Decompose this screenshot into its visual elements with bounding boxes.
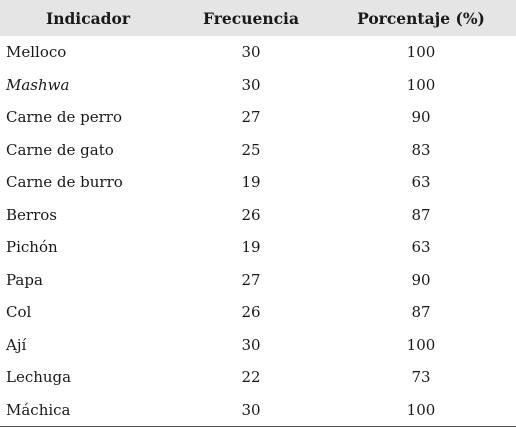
cell-porcentaje: 100 <box>406 75 436 94</box>
table-row: Pichón 19 63 <box>0 231 516 264</box>
cell-porcentaje: 63 <box>411 238 431 257</box>
table-header: Indicador Frecuencia Porcentaje (%) <box>0 0 516 36</box>
cell-frecuencia: 25 <box>241 140 261 159</box>
cell-indicador: Carne de perro <box>6 108 122 127</box>
header-indicador: Indicador <box>45 8 131 28</box>
table-row: Melloco 30 100 <box>0 36 516 69</box>
header-frecuencia: Frecuencia <box>203 8 299 28</box>
cell-porcentaje: 87 <box>411 205 431 224</box>
cell-porcentaje: 83 <box>411 140 431 159</box>
cell-indicador: Melloco <box>6 43 67 62</box>
table-row: Carne de burro 19 63 <box>0 166 516 199</box>
cell-frecuencia: 30 <box>176 393 326 427</box>
table-row: Lechuga 22 73 <box>0 361 516 394</box>
cell-indicador: Papa <box>6 270 43 289</box>
cell-indicador: Lechuga <box>6 368 72 387</box>
cell-frecuencia: 27 <box>241 108 261 127</box>
table-row: Máchica 30 100 <box>0 393 516 427</box>
cell-indicador: Máchica <box>0 393 176 427</box>
cell-porcentaje: 73 <box>411 368 431 387</box>
cell-indicador: Col <box>6 303 32 322</box>
cell-indicador: Ají <box>6 335 27 354</box>
cell-porcentaje: 63 <box>411 173 431 192</box>
cell-frecuencia: 19 <box>241 238 261 257</box>
cell-porcentaje: 87 <box>411 303 431 322</box>
cell-frecuencia: 19 <box>241 173 261 192</box>
table-row: Ají 30 100 <box>0 329 516 362</box>
cell-frecuencia: 26 <box>241 303 261 322</box>
cell-indicador: Carne de gato <box>6 140 114 159</box>
table-row: Papa 27 90 <box>0 264 516 297</box>
cell-porcentaje: 100 <box>406 43 436 62</box>
cell-indicador: Carne de burro <box>6 173 123 192</box>
cell-frecuencia: 30 <box>241 335 261 354</box>
table-row: Col 26 87 <box>0 296 516 329</box>
cell-porcentaje: 90 <box>411 270 431 289</box>
cell-indicador: Berros <box>6 205 57 224</box>
cell-porcentaje: 100 <box>406 335 436 354</box>
cell-frecuencia: 26 <box>241 205 261 224</box>
cell-porcentaje: 100 <box>326 393 516 427</box>
cell-frecuencia: 30 <box>241 75 261 94</box>
table-row: Mashwa 30 100 <box>0 69 516 102</box>
cell-indicador: Pichón <box>6 238 58 257</box>
cell-porcentaje: 90 <box>411 108 431 127</box>
table-row: Carne de gato 25 83 <box>0 134 516 167</box>
cell-frecuencia: 22 <box>241 368 261 387</box>
header-porcentaje: Porcentaje (%) <box>357 8 485 28</box>
table-row: Berros 26 87 <box>0 199 516 232</box>
table-row: Carne de perro 27 90 <box>0 101 516 134</box>
cell-frecuencia: 27 <box>241 270 261 289</box>
table-body: Melloco 30 100 Mashwa 30 100 Carne de perro 27 9… <box>0 36 516 427</box>
cell-indicador: Mashwa <box>6 75 70 94</box>
header-row: Indicador Frecuencia Porcentaje (%) <box>0 0 516 36</box>
cell-frecuencia: 30 <box>241 43 261 62</box>
